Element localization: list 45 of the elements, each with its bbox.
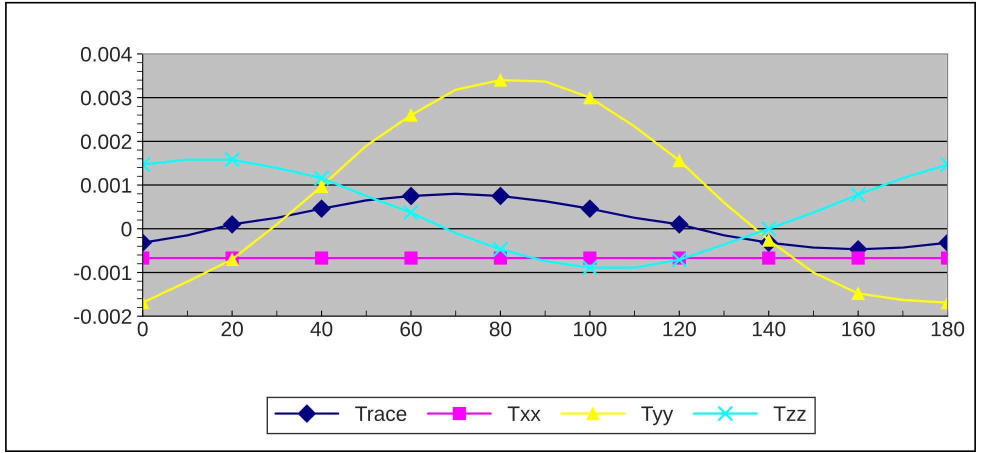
point [760, 220, 777, 237]
point [491, 186, 510, 206]
x-tick-label: 20 [222, 322, 243, 336]
point [404, 251, 418, 265]
y-tick-label: 0.001 [80, 178, 132, 193]
point [312, 199, 331, 218]
y-tick-label: -0.002 [74, 309, 132, 324]
legend-label: Tyy [641, 406, 674, 426]
x-tick-label: 160 [842, 322, 875, 336]
point [852, 286, 865, 300]
point [224, 152, 240, 168]
y-tick-label: 0.004 [80, 46, 132, 62]
x-tick-label: 120 [664, 322, 696, 336]
point [852, 251, 865, 265]
point [314, 180, 328, 193]
point [762, 251, 776, 265]
point [672, 154, 686, 168]
point [583, 91, 596, 104]
x-tick-label: 40 [310, 322, 332, 336]
point [670, 215, 688, 234]
x-tick-label: 0 [138, 322, 148, 336]
point [671, 252, 688, 268]
y-tick-label: 0 [121, 222, 132, 237]
y-tick-label: -0.001 [74, 265, 132, 280]
y-tick-label: 0.003 [80, 90, 132, 106]
point [404, 108, 418, 122]
x-tick-label: 60 [400, 322, 422, 336]
point [402, 204, 419, 221]
x-tick-label: 140 [752, 322, 786, 336]
x-tick-label: 80 [490, 322, 512, 336]
y-tick-label: 0.002 [80, 134, 132, 150]
x-tick-label: 100 [574, 322, 606, 336]
point [850, 186, 866, 203]
point [494, 74, 508, 87]
point [492, 241, 508, 258]
point [402, 186, 420, 206]
legend-label: Trace [355, 406, 406, 422]
point [582, 260, 598, 276]
point [314, 170, 330, 186]
legend-label: Txx [508, 406, 541, 421]
x-tick-label: 180 [932, 322, 964, 336]
legend-label: Tzz [774, 406, 806, 421]
point [580, 199, 600, 218]
point [222, 215, 242, 234]
point [314, 251, 328, 265]
